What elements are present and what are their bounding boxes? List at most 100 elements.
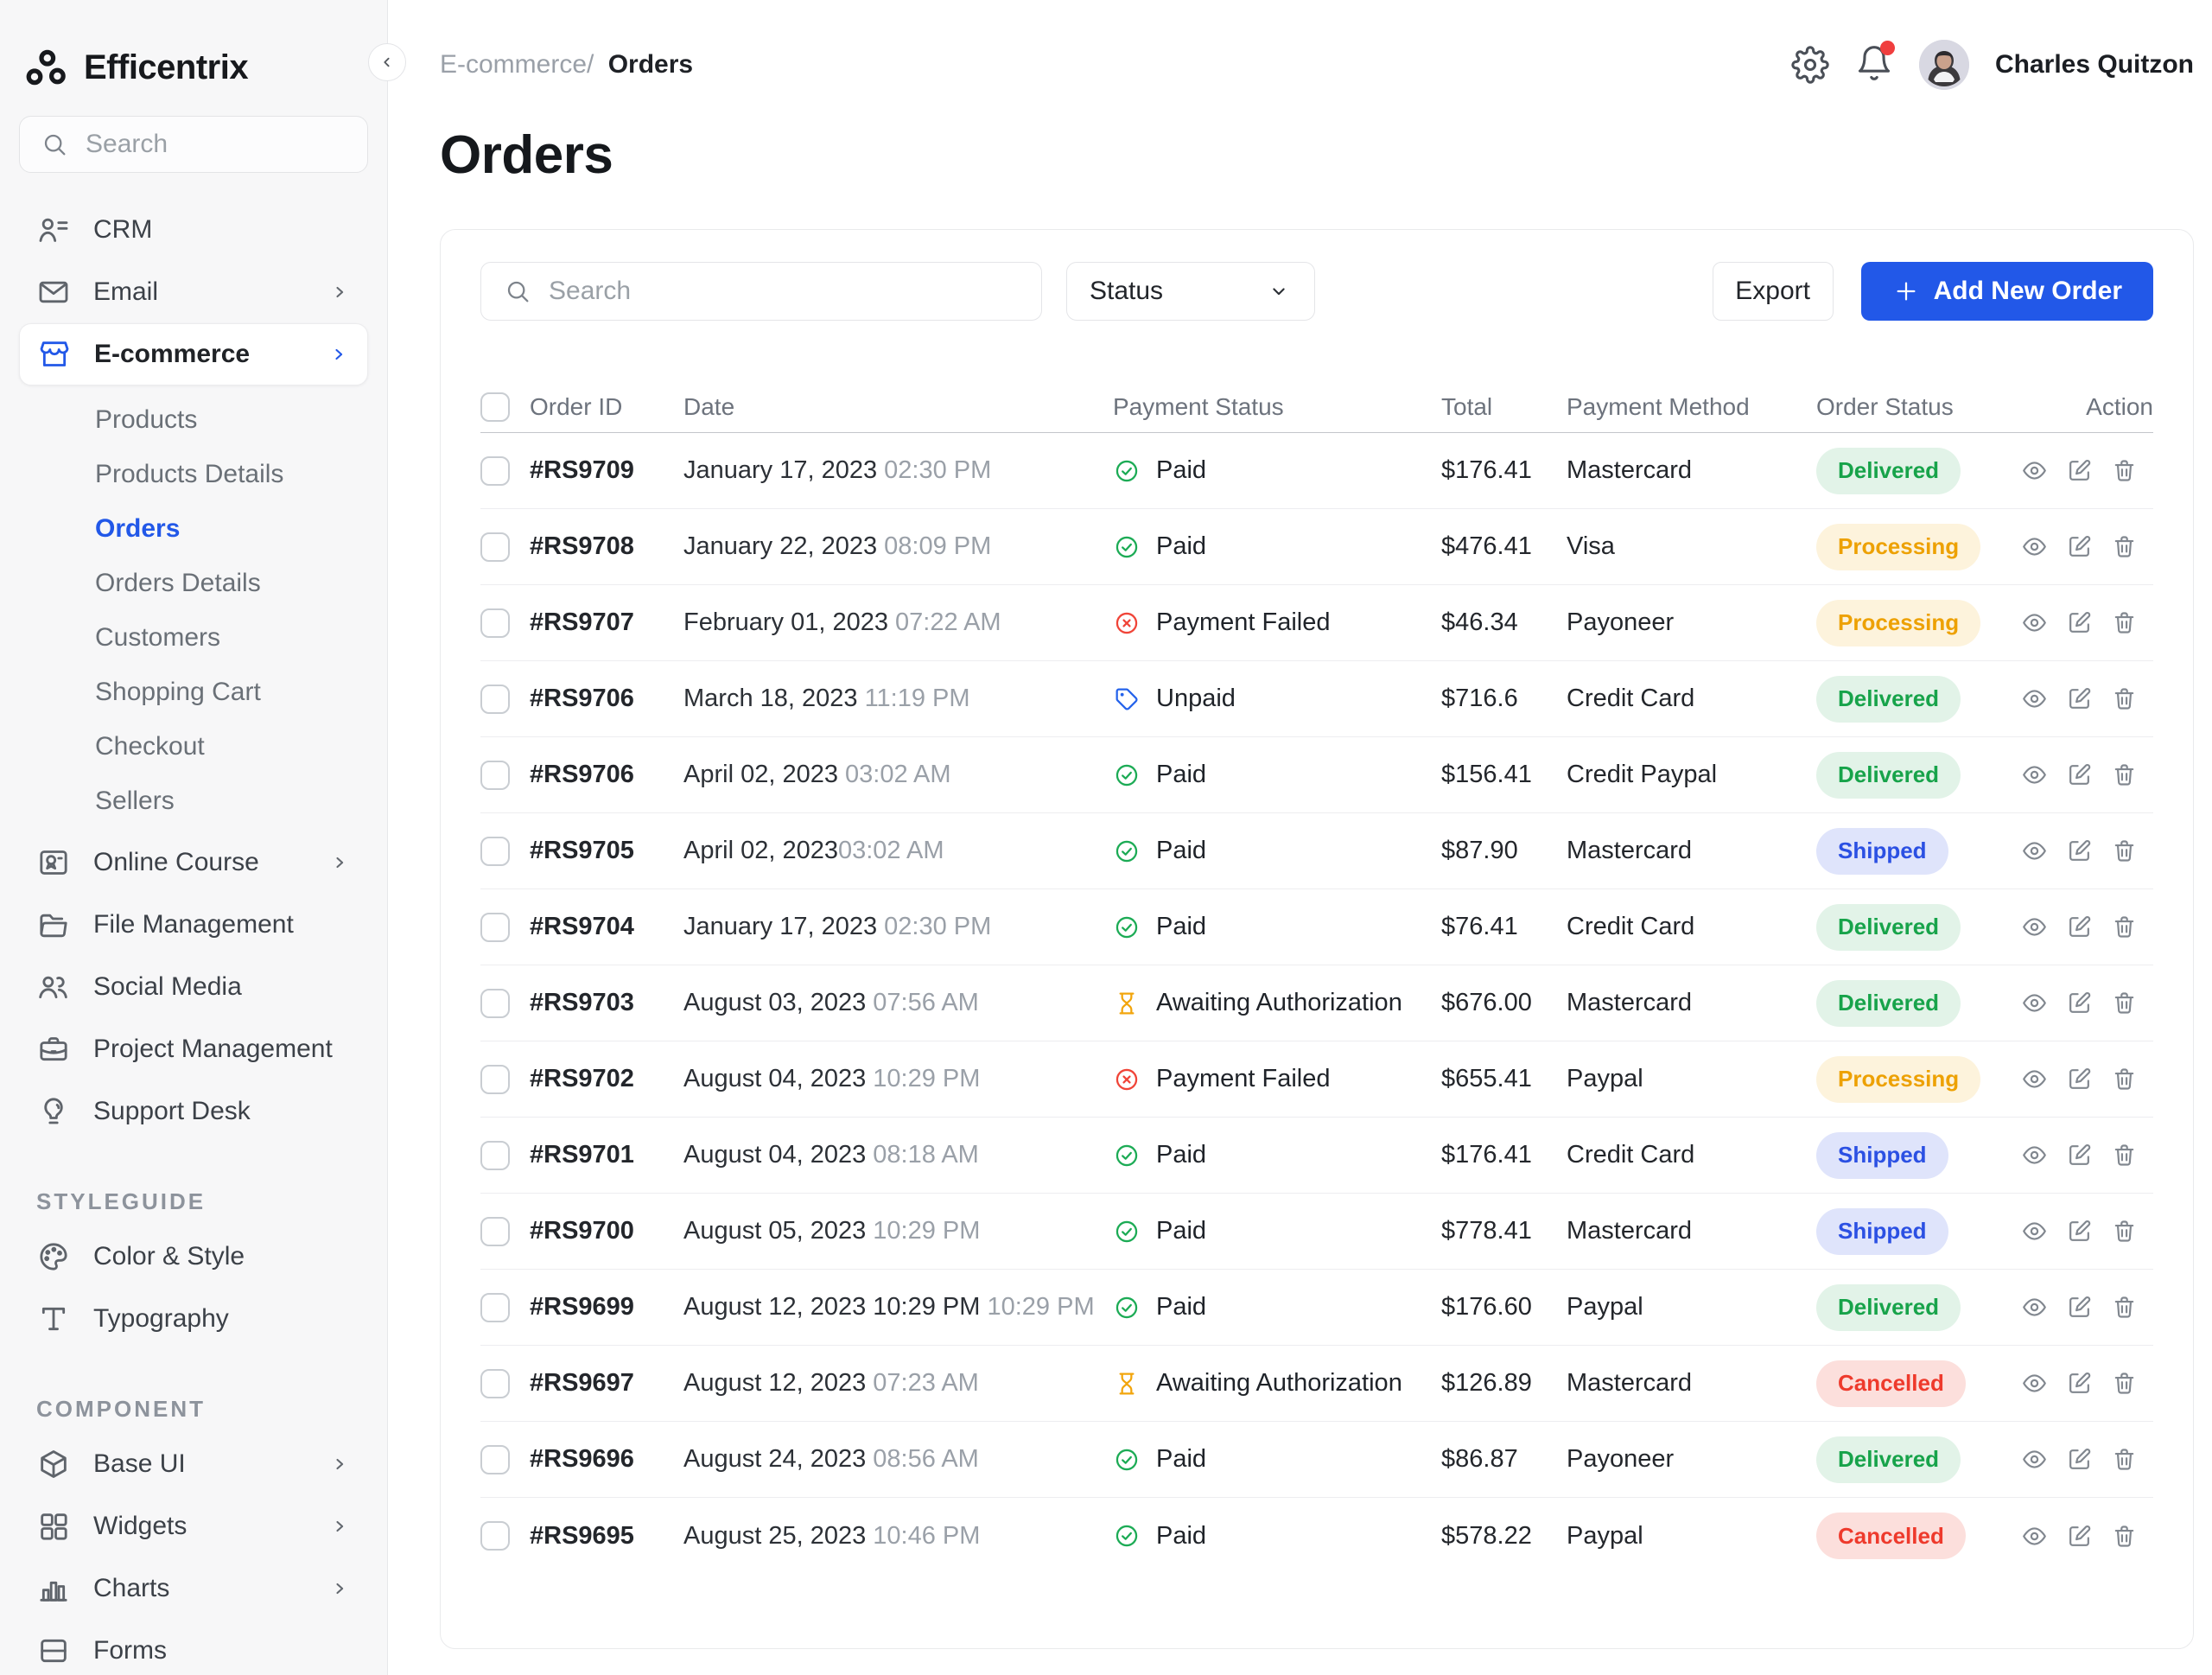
sidebar-item-project-management[interactable]: Project Management xyxy=(19,1018,368,1080)
row-checkbox[interactable] xyxy=(480,1521,510,1551)
sidebar-item-typography[interactable]: Typography xyxy=(19,1288,368,1350)
sidebar-item-shopping-cart[interactable]: Shopping Cart xyxy=(95,677,261,706)
trash-icon[interactable] xyxy=(2111,533,2138,560)
view-icon[interactable] xyxy=(2021,1066,2048,1092)
orders-search-input[interactable] xyxy=(549,277,1019,306)
view-icon[interactable] xyxy=(2021,1446,2048,1473)
notifications-button[interactable] xyxy=(1855,40,1895,86)
trash-icon[interactable] xyxy=(2111,685,2138,712)
sidebar-item-orders[interactable]: Orders xyxy=(95,513,181,543)
order-status-cell: Delivered xyxy=(1816,1436,2037,1483)
trash-icon[interactable] xyxy=(2111,457,2138,484)
view-icon[interactable] xyxy=(2021,533,2048,560)
row-checkbox[interactable] xyxy=(480,1292,510,1322)
row-checkbox[interactable] xyxy=(480,608,510,638)
view-icon[interactable] xyxy=(2021,685,2048,712)
logo: Efficentrix xyxy=(19,0,368,95)
sidebar-item-customers[interactable]: Customers xyxy=(95,622,221,652)
trash-icon[interactable] xyxy=(2111,914,2138,940)
sidebar-item-forms[interactable]: Forms xyxy=(19,1620,368,1675)
edit-icon[interactable] xyxy=(2066,533,2093,560)
edit-icon[interactable] xyxy=(2066,914,2093,940)
edit-icon[interactable] xyxy=(2066,457,2093,484)
status-filter-dropdown[interactable]: Status xyxy=(1066,262,1315,321)
row-checkbox[interactable] xyxy=(480,1216,510,1246)
sidebar-item-color-style[interactable]: Color & Style xyxy=(19,1226,368,1288)
view-icon[interactable] xyxy=(2021,1370,2048,1397)
sidebar-item-file-management[interactable]: File Management xyxy=(19,894,368,956)
user-name[interactable]: Charles Quitzon xyxy=(1994,50,2194,79)
edit-icon[interactable] xyxy=(2066,761,2093,788)
sidebar-item-support-desk[interactable]: Support Desk xyxy=(19,1080,368,1143)
row-checkbox[interactable] xyxy=(480,532,510,562)
row-checkbox[interactable] xyxy=(480,1444,510,1474)
add-new-order-button[interactable]: Add New Order xyxy=(1860,262,2153,321)
sidebar-item-sellers[interactable]: Sellers xyxy=(95,786,175,815)
sidebar-item-charts[interactable]: Charts xyxy=(19,1557,368,1620)
settings-icon[interactable] xyxy=(1791,46,1829,84)
edit-icon[interactable] xyxy=(2066,838,2093,864)
sidebar-search-input[interactable] xyxy=(86,130,346,159)
row-checkbox[interactable] xyxy=(480,836,510,866)
row-checkbox[interactable] xyxy=(480,684,510,714)
breadcrumb-section[interactable]: E-commerce/ xyxy=(440,50,594,79)
trash-icon[interactable] xyxy=(2111,761,2138,788)
trash-icon[interactable] xyxy=(2111,1294,2138,1321)
view-icon[interactable] xyxy=(2021,914,2048,940)
sidebar-item-products-details[interactable]: Products Details xyxy=(95,459,284,488)
edit-icon[interactable] xyxy=(2066,1446,2093,1473)
row-checkbox[interactable] xyxy=(480,912,510,942)
view-icon[interactable] xyxy=(2021,1142,2048,1169)
trash-icon[interactable] xyxy=(2111,990,2138,1016)
avatar[interactable] xyxy=(1918,40,1969,90)
trash-icon[interactable] xyxy=(2111,1218,2138,1245)
edit-icon[interactable] xyxy=(2066,685,2093,712)
edit-icon[interactable] xyxy=(2066,1523,2093,1550)
view-icon[interactable] xyxy=(2021,1523,2048,1550)
trash-icon[interactable] xyxy=(2111,1523,2138,1550)
view-icon[interactable] xyxy=(2021,457,2048,484)
orders-search[interactable] xyxy=(480,262,1042,321)
sidebar-item-base-ui[interactable]: Base UI xyxy=(19,1433,368,1495)
sidebar-item-orders-details[interactable]: Orders Details xyxy=(95,568,261,597)
order-id: #RS9699 xyxy=(530,1293,634,1321)
edit-icon[interactable] xyxy=(2066,609,2093,636)
row-checkbox[interactable] xyxy=(480,1368,510,1398)
sidebar-collapse-button[interactable] xyxy=(368,43,406,81)
row-checkbox[interactable] xyxy=(480,988,510,1018)
edit-icon[interactable] xyxy=(2066,1218,2093,1245)
view-icon[interactable] xyxy=(2021,838,2048,864)
select-all-checkbox[interactable] xyxy=(480,392,510,422)
view-icon[interactable] xyxy=(2021,761,2048,788)
row-checkbox[interactable] xyxy=(480,760,510,790)
edit-icon[interactable] xyxy=(2066,1370,2093,1397)
sidebar-item-widgets[interactable]: Widgets xyxy=(19,1495,368,1557)
order-id: #RS9704 xyxy=(530,913,634,940)
row-checkbox[interactable] xyxy=(480,455,510,486)
trash-icon[interactable] xyxy=(2111,609,2138,636)
trash-icon[interactable] xyxy=(2111,1446,2138,1473)
row-checkbox[interactable] xyxy=(480,1064,510,1094)
export-button[interactable]: Export xyxy=(1712,262,1834,321)
trash-icon[interactable] xyxy=(2111,1066,2138,1092)
sidebar-item-online-course[interactable]: Online Course xyxy=(19,831,368,894)
view-icon[interactable] xyxy=(2021,609,2048,636)
edit-icon[interactable] xyxy=(2066,1066,2093,1092)
sidebar-item-social-media[interactable]: Social Media xyxy=(19,956,368,1018)
sidebar-item-checkout[interactable]: Checkout xyxy=(95,731,205,761)
trash-icon[interactable] xyxy=(2111,1370,2138,1397)
view-icon[interactable] xyxy=(2021,1218,2048,1245)
sidebar-item-products[interactable]: Products xyxy=(95,404,198,434)
sidebar-item-e-commerce[interactable]: E-commerce xyxy=(19,323,368,385)
trash-icon[interactable] xyxy=(2111,1142,2138,1169)
trash-icon[interactable] xyxy=(2111,838,2138,864)
edit-icon[interactable] xyxy=(2066,1294,2093,1321)
view-icon[interactable] xyxy=(2021,1294,2048,1321)
edit-icon[interactable] xyxy=(2066,1142,2093,1169)
sidebar-item-email[interactable]: Email xyxy=(19,261,368,323)
row-checkbox[interactable] xyxy=(480,1140,510,1170)
sidebar-item-crm[interactable]: CRM xyxy=(19,199,368,261)
sidebar-search[interactable] xyxy=(19,116,368,173)
edit-icon[interactable] xyxy=(2066,990,2093,1016)
view-icon[interactable] xyxy=(2021,990,2048,1016)
